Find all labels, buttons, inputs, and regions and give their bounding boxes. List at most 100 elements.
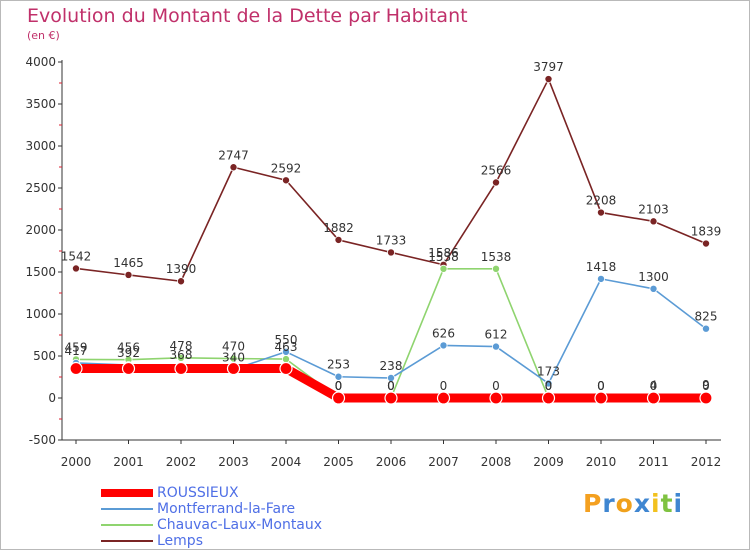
data-label: 9 (702, 378, 710, 392)
data-label: 2747 (218, 148, 249, 162)
data-point (702, 324, 711, 333)
data-label: 1538 (428, 250, 459, 264)
data-point (124, 270, 133, 279)
data-point (544, 379, 553, 388)
x-tick-label: 2001 (113, 455, 144, 469)
data-point (334, 235, 343, 244)
data-point (699, 391, 713, 405)
x-tick-label: 2006 (376, 455, 407, 469)
legend-swatch (101, 540, 153, 542)
data-label: 417 (65, 344, 88, 358)
chart-title: Evolution du Montant de la Dette par Hab… (27, 5, 468, 27)
data-label: 1390 (166, 262, 197, 276)
y-tick-label: 1500 (25, 265, 56, 279)
data-point (334, 372, 343, 381)
brand-logo-letter: i (651, 489, 661, 518)
data-label: 1538 (481, 250, 512, 264)
data-point (491, 264, 500, 273)
data-point (281, 176, 290, 185)
data-label: 2103 (638, 202, 669, 216)
data-label: 0 (650, 379, 658, 393)
x-tick-label: 2003 (218, 455, 249, 469)
data-point (69, 361, 83, 376)
data-point (594, 391, 608, 405)
data-label: 0 (492, 379, 500, 393)
data-point (489, 391, 503, 405)
y-tick-label: 4000 (25, 55, 56, 69)
data-label: 1839 (691, 225, 722, 239)
data-point (597, 274, 606, 283)
x-tick-label: 2012 (691, 455, 722, 469)
data-point (544, 75, 553, 84)
data-label: 0 (387, 379, 395, 393)
brand-logo-letter: P (583, 489, 603, 518)
data-label: 612 (485, 328, 508, 342)
data-label: 456 (117, 341, 140, 355)
data-point (597, 208, 606, 217)
data-label: 825 (695, 310, 718, 324)
data-label: 1733 (376, 233, 407, 247)
x-tick-label: 2000 (61, 455, 92, 469)
data-label: 340 (222, 350, 245, 364)
brand-logo-letter: i (673, 489, 684, 518)
data-point (279, 361, 293, 376)
brand-logo-letter: x (633, 489, 651, 518)
x-tick-label: 2011 (638, 455, 669, 469)
data-label: 1882 (323, 221, 354, 235)
data-label: 0 (387, 379, 395, 393)
x-tick-label: 2005 (323, 455, 354, 469)
x-tick-label: 2004 (271, 455, 302, 469)
data-label: 550 (275, 333, 298, 347)
data-point (176, 353, 185, 362)
data-label: 2208 (586, 194, 617, 208)
data-label: 478 (170, 339, 193, 353)
data-point (439, 264, 448, 273)
data-label: 470 (222, 340, 245, 354)
data-label: 3797 (533, 60, 564, 74)
data-label: 0 (335, 379, 343, 393)
data-label: 0 (545, 379, 553, 393)
data-label: 0 (545, 379, 553, 393)
data-point (439, 341, 448, 350)
data-point (649, 284, 658, 293)
data-label: 173 (537, 364, 560, 378)
brand-logo: Proxiti (583, 489, 683, 518)
data-point (72, 264, 81, 273)
data-label: 2566 (481, 163, 512, 177)
x-tick-label: 2008 (481, 455, 512, 469)
data-label: 1586 (428, 246, 459, 260)
x-tick-label: 2007 (428, 455, 459, 469)
y-tick-label: 3000 (25, 139, 56, 153)
data-point (541, 391, 556, 405)
data-label: 1542 (61, 249, 92, 263)
brand-logo-letter: o (615, 489, 634, 518)
data-label: 1418 (586, 260, 617, 274)
data-point (121, 361, 136, 376)
data-point (646, 391, 661, 405)
x-tick-label: 2010 (586, 455, 617, 469)
data-label: 368 (170, 348, 193, 362)
y-tick-label: 3500 (25, 97, 56, 111)
chart-subtitle: (en €) (27, 29, 60, 42)
x-tick-label: 2002 (166, 455, 197, 469)
data-label: 0 (597, 379, 605, 393)
data-point (281, 355, 290, 364)
data-label: 0 (702, 379, 710, 393)
y-tick-label: 2500 (25, 181, 56, 195)
y-tick-label: 1000 (25, 307, 56, 321)
data-point (386, 248, 395, 257)
y-tick-label: 0 (48, 391, 56, 405)
data-point (386, 374, 395, 383)
legend-label: Chauvac-Laux-Montaux (157, 517, 323, 533)
legend-label: ROUSSIEUX (157, 485, 239, 501)
data-label: 238 (380, 359, 403, 373)
data-point (491, 178, 500, 187)
data-label: 0 (440, 379, 448, 393)
brand-logo-letter: t (660, 489, 674, 518)
legend-swatch (101, 524, 153, 526)
data-point (491, 342, 500, 351)
data-point (226, 361, 241, 376)
data-label: 626 (432, 326, 455, 340)
data-point (229, 163, 238, 172)
y-tick-label: 2000 (25, 223, 56, 237)
